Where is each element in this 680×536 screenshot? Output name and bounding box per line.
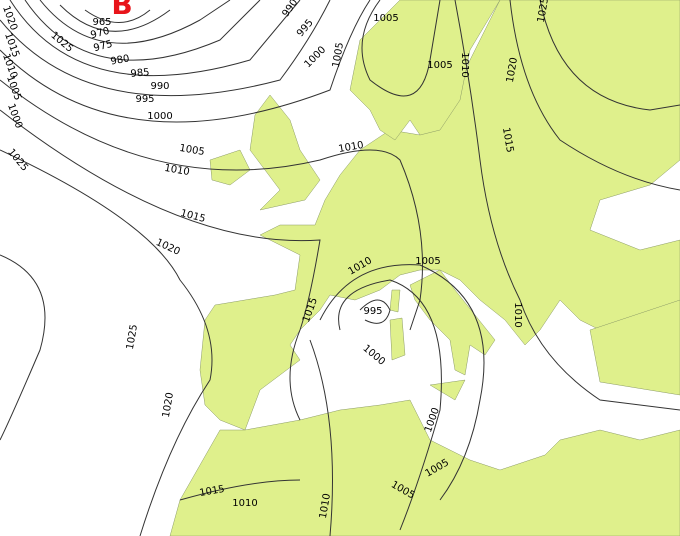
isobar-label: 995 — [363, 306, 382, 317]
isobar-label: 1010 — [232, 498, 257, 509]
isobar-label: 985 — [130, 67, 150, 80]
isobar-label: 1000 — [147, 111, 172, 122]
turkey — [589, 299, 680, 396]
corsica — [389, 289, 401, 313]
sardinia — [389, 317, 406, 361]
isobar — [24, 0, 261, 61]
isobar — [359, 299, 391, 324]
isobar — [84, 9, 151, 23]
isobar-label: 990 — [150, 81, 169, 92]
isobar — [0, 0, 371, 123]
isobar-label: 1025 — [125, 324, 140, 351]
isobar-label: 1020 — [161, 392, 176, 419]
isobar — [338, 279, 442, 531]
isobar — [39, 0, 231, 44]
isobar-label: 970 — [89, 26, 110, 42]
low-pressure-marker: B — [111, 0, 132, 21]
scandinavia — [349, 0, 501, 141]
isobar — [0, 254, 46, 441]
isobar-label: 1015 — [199, 484, 226, 499]
isobar-label: 1005 — [415, 256, 440, 267]
land — [169, 0, 680, 536]
isobar-label: 1005 — [331, 42, 346, 69]
isobar — [9, 0, 301, 77]
isobar — [454, 0, 680, 411]
great-britain — [249, 94, 321, 211]
mainland — [199, 0, 680, 431]
isobar — [509, 0, 680, 191]
isobar — [539, 0, 680, 111]
isobar — [361, 0, 441, 97]
isobar-label: 1015 — [500, 127, 515, 154]
isobar — [0, 79, 423, 331]
isobar-label: 980 — [110, 53, 131, 67]
sicily — [429, 379, 466, 401]
isobar — [0, 0, 331, 97]
isobar-label: 995 — [135, 94, 154, 105]
isobar — [59, 4, 171, 32]
isobar-label: 1020 — [505, 57, 520, 84]
isobar — [179, 479, 301, 501]
isobar-label: 1005 — [373, 13, 398, 24]
ireland — [209, 149, 251, 186]
isobar-label: 1010 — [338, 140, 365, 155]
isobar-label: 1010 — [512, 302, 523, 327]
isobar-label: 1010 — [459, 52, 470, 77]
isobar — [0, 109, 321, 421]
isobar — [0, 149, 213, 536]
isobar-label: 965 — [92, 17, 111, 28]
isobar — [319, 264, 485, 501]
isobar-label: 1010 — [163, 163, 190, 178]
isobar-label: 1005 — [427, 60, 452, 71]
isobar-label: 975 — [92, 39, 113, 55]
isobar-label: 1010 — [318, 493, 333, 520]
isobar-label: 1005 — [178, 143, 205, 158]
isobar — [309, 339, 333, 536]
isobar-label: 1025 — [536, 0, 551, 24]
